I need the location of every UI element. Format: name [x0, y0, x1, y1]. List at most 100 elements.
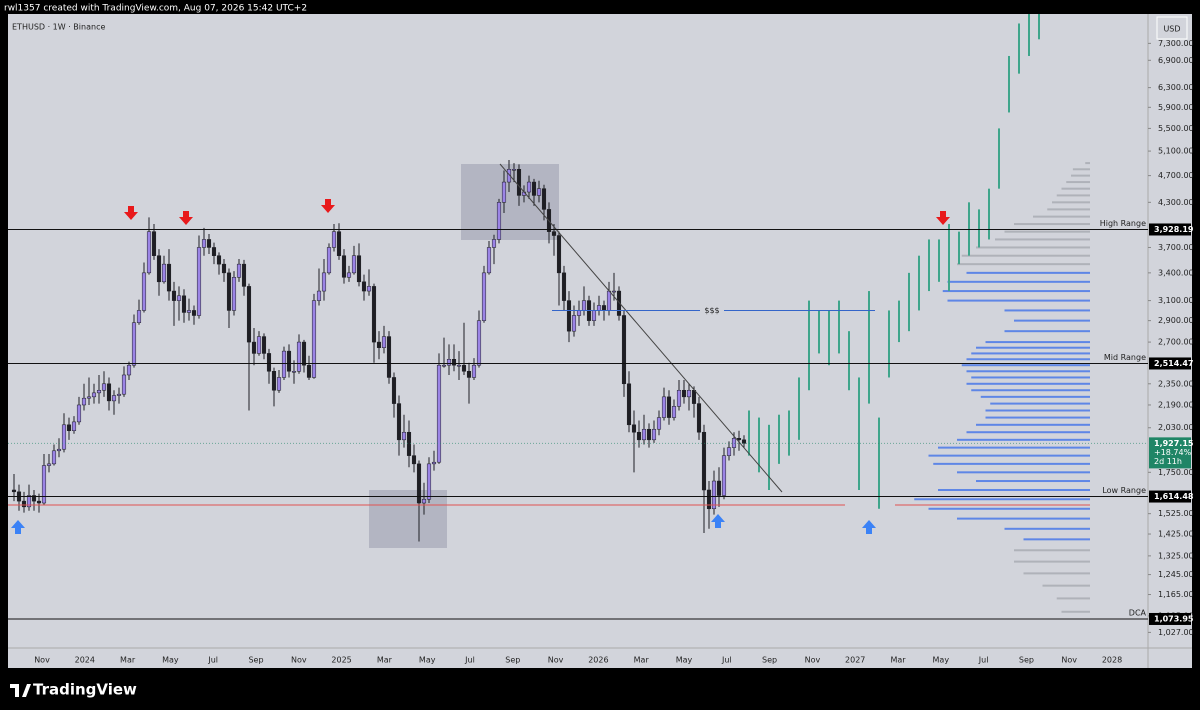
candle-body: [426, 463, 432, 500]
candle-body: [366, 286, 372, 292]
volume-row: [976, 246, 1090, 249]
y-tick-label: 6,300.00: [1158, 83, 1194, 92]
candle-body: [561, 272, 567, 301]
candle-body: [331, 231, 337, 248]
volume-row: [1004, 230, 1090, 233]
volume-row: [1072, 168, 1090, 171]
x-tick-label: 2028: [1102, 656, 1122, 665]
candle-body: [531, 181, 537, 196]
candle-body: [351, 255, 357, 274]
volume-row: [1033, 215, 1090, 218]
candle-body: [591, 310, 597, 321]
price-label-bg: [1149, 612, 1191, 625]
y-tick-label: 4,300.00: [1158, 198, 1194, 207]
x-tick-label: Nov: [34, 656, 50, 665]
candle-body: [391, 377, 397, 404]
candle-body: [141, 272, 147, 311]
candle-body: [206, 239, 212, 248]
up-arrow: [11, 520, 25, 534]
volume-row: [995, 238, 1090, 241]
volume-row: [957, 438, 1090, 441]
volume-row: [1066, 181, 1090, 184]
volume-row: [1023, 538, 1090, 541]
volume-row: [933, 462, 1090, 465]
volume-row: [1052, 201, 1090, 204]
candle-body: [496, 202, 502, 240]
y-tick-label: 7,300.00: [1158, 39, 1194, 48]
candle-body: [11, 489, 17, 493]
candle-body: [306, 364, 312, 378]
price-label: 1,073.95: [1154, 614, 1194, 623]
x-tick-label: Nov: [805, 656, 821, 665]
candle-body: [266, 353, 272, 372]
candle-body: [536, 188, 542, 196]
x-tick-label: May: [933, 656, 950, 665]
candle-body: [396, 403, 402, 441]
candle-body: [146, 231, 152, 274]
brand: TradingView: [33, 681, 137, 699]
candle-body: [646, 428, 652, 441]
x-tick-label: May: [419, 656, 436, 665]
candle-body: [236, 263, 242, 278]
volume-row: [1014, 560, 1090, 563]
volume-row: [947, 280, 1090, 283]
volume-row: [1047, 208, 1090, 211]
candle-body: [456, 364, 462, 367]
volume-row: [914, 498, 1090, 501]
volume-row: [976, 423, 1090, 426]
candle-body: [486, 247, 492, 274]
candle-body: [76, 404, 82, 423]
annotation-bg: [700, 305, 724, 316]
candle-body: [576, 310, 582, 316]
volume-row: [928, 454, 1090, 457]
volume-row: [938, 488, 1090, 491]
candle-body: [551, 231, 557, 236]
candle-body: [691, 389, 697, 404]
candle-body: [191, 310, 197, 316]
volume-row: [961, 254, 1090, 257]
y-tick-label: 2,700.00: [1158, 338, 1194, 347]
volume-row: [966, 431, 1090, 434]
price-label-bg: [1149, 490, 1191, 503]
candle-body: [671, 406, 677, 418]
candle-body: [361, 281, 367, 292]
candle-body: [231, 277, 237, 311]
candle-body: [721, 455, 727, 496]
candle-body: [121, 374, 127, 395]
candle-body: [406, 431, 412, 456]
volume-row: [966, 358, 1090, 361]
volume-row: [976, 346, 1090, 349]
candle-body: [326, 247, 332, 274]
annotation: $$$: [704, 306, 719, 315]
volume-row: [985, 409, 1090, 412]
candle-body: [176, 295, 182, 301]
volume-row: [990, 402, 1090, 405]
y-tick-label: 1,750.00: [1158, 468, 1194, 477]
candle-body: [66, 424, 72, 431]
y-tick-label: 1,165.00: [1158, 590, 1194, 599]
x-tick-label: Mar: [890, 656, 906, 665]
candle-body: [131, 322, 137, 366]
candle-body: [526, 181, 532, 193]
candle-body: [711, 480, 717, 510]
candle-body: [136, 310, 142, 323]
candle-body: [221, 263, 227, 274]
volume-row: [1061, 610, 1090, 613]
current-change: +18.74%: [1154, 448, 1192, 457]
candle-body: [356, 255, 362, 283]
candle-body: [81, 397, 87, 406]
candle-body: [291, 371, 297, 373]
current-label-bg: [1149, 437, 1191, 469]
candle-body: [436, 364, 442, 463]
level-name: Low Range: [1102, 486, 1146, 495]
x-tick-label: Mar: [377, 656, 393, 665]
candle-body: [666, 396, 672, 418]
candle-body: [261, 336, 267, 354]
candle-body: [606, 290, 612, 311]
candle-body: [161, 263, 167, 283]
candle-body: [631, 424, 637, 433]
volume-row: [1056, 194, 1090, 197]
candle-body: [431, 461, 437, 465]
candle-body: [106, 383, 112, 402]
x-tick-label: May: [676, 656, 693, 665]
